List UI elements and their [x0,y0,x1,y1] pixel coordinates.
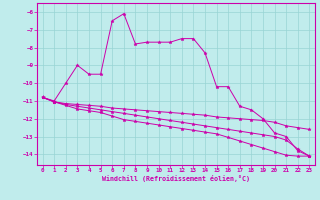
X-axis label: Windchill (Refroidissement éolien,°C): Windchill (Refroidissement éolien,°C) [102,175,250,182]
